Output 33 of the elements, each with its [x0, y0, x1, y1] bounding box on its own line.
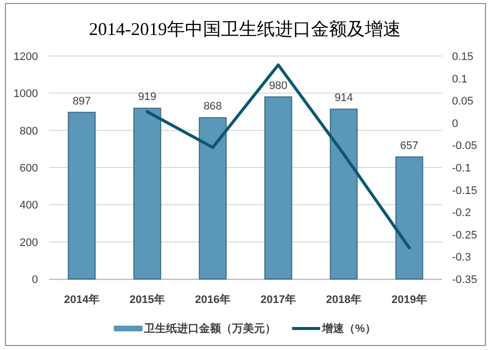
y2-tick-label: 0.1: [452, 73, 468, 86]
y-tick-label: 0: [32, 274, 38, 286]
legend-label: 卫生纸进口金额（万美元）: [143, 322, 276, 335]
y2-tick-label: 0.05: [452, 96, 474, 108]
y-tick-label: 400: [20, 200, 38, 212]
y2-tick-label: -0.1: [452, 162, 471, 174]
data-label: 919: [138, 91, 156, 104]
y2-tick-label: -0.35: [452, 274, 478, 286]
y2-tick-label: -0.15: [452, 184, 478, 197]
x-tick-label: 2016年: [195, 293, 230, 306]
y2-tick-label: 0.15: [452, 51, 474, 63]
y-tick-label: 800: [20, 125, 38, 138]
y2-tick-label: -0.3: [452, 252, 471, 264]
data-label: 914: [334, 92, 353, 104]
x-tick-label: 2014年: [64, 293, 100, 306]
x-tick-label: 2018年: [326, 293, 362, 306]
y-tick-label: 600: [20, 162, 38, 174]
data-label: 980: [269, 80, 288, 92]
x-tick-label: 2019年: [392, 293, 427, 306]
y-tick-label: 1000: [14, 88, 38, 100]
data-label: 657: [400, 140, 418, 152]
y-tick-label: 1200: [14, 51, 38, 63]
x-tick-label: 2015年: [130, 293, 165, 306]
y2-tick-label: -0.05: [452, 140, 478, 152]
y2-tick-label: -0.25: [452, 229, 478, 242]
y2-tick-label: -0.2: [452, 207, 471, 220]
title: 2014-2019年中国卫生纸进口金额及增速: [89, 19, 401, 39]
data-label: 868: [204, 100, 222, 113]
legend-label: 增速（%）: [321, 322, 376, 335]
data-label: 897: [72, 95, 91, 108]
x-tick-label: 2017年: [260, 293, 296, 306]
y-tick-label: 200: [20, 236, 38, 249]
y2-tick-label: 0: [452, 118, 458, 130]
